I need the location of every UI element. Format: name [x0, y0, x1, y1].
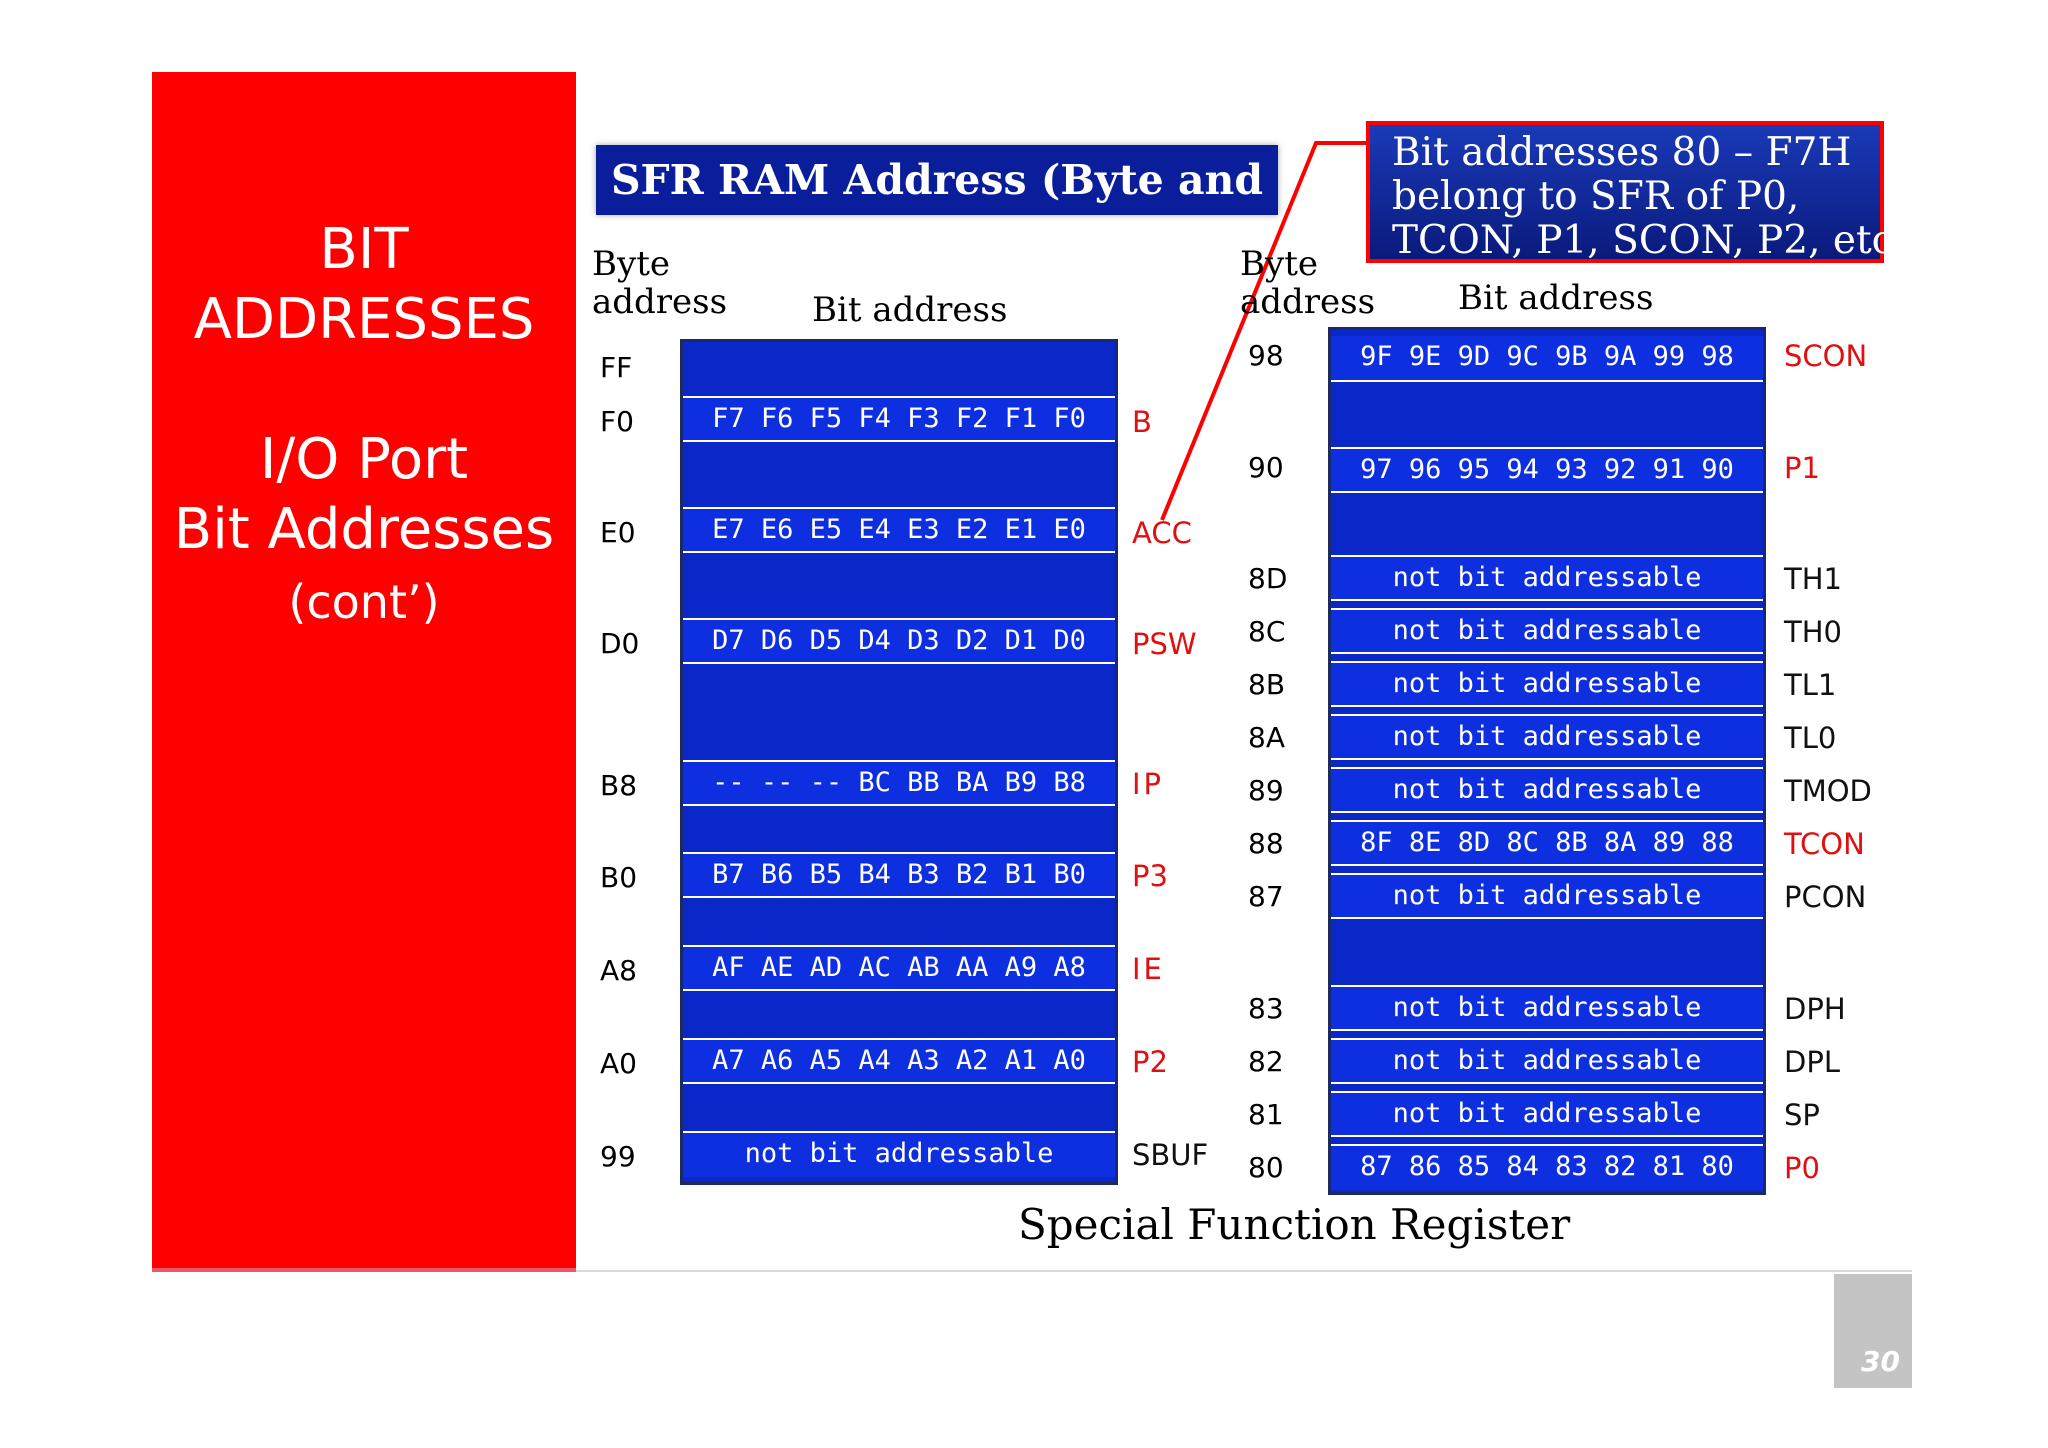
right-row-8a-bits: not bit addressable [1331, 714, 1763, 760]
right-byte-address-header-1: Byte [1240, 244, 1318, 284]
left-row-99-bits: not bit addressable [683, 1131, 1115, 1177]
left-row-b8-bits: -- -- -- BC BB BA B9 B8 [683, 760, 1115, 806]
sidebar-title-line-2: ADDRESSES [193, 287, 535, 352]
left-row-b0-bits: B7 B6 B5 B4 B3 B2 B1 B0 [683, 852, 1115, 898]
right-row-98-bits: 9F 9E 9D 9C 9B 9A 99 98 [1331, 336, 1763, 382]
right-label-tcon: TCON [1784, 827, 1865, 861]
right-addr-90: 90 [1248, 451, 1284, 484]
right-label-dph: DPH [1784, 992, 1846, 1026]
right-row-8b-bits: not bit addressable [1331, 661, 1763, 707]
left-byte-address-header-2: address [592, 282, 728, 322]
left-label-ip: IP [1132, 767, 1165, 801]
right-label-tl1: TL1 [1784, 668, 1837, 702]
left-addr-99: 99 [600, 1140, 636, 1173]
callout-pointer-line [1160, 141, 1366, 521]
right-addr-82: 82 [1248, 1045, 1284, 1078]
sidebar-subtitle-line-1: I/O Port [259, 427, 469, 492]
right-label-p1: P1 [1784, 451, 1820, 485]
callout-line-3: TCON, P1, SCON, P2, etc [1392, 218, 1894, 263]
right-addr-8c: 8C [1248, 615, 1286, 648]
sidebar-underline [152, 1268, 576, 1272]
title-sidebar: BIT ADDRESSES I/O Port Bit Addresses (co… [152, 72, 576, 1270]
left-label-p3: P3 [1132, 859, 1168, 893]
right-addr-8d: 8D [1248, 562, 1288, 595]
right-label-scon: SCON [1784, 339, 1868, 373]
left-label-acc: ACC [1132, 516, 1192, 550]
left-label-p2: P2 [1132, 1045, 1168, 1079]
right-label-tmod: TMOD [1784, 774, 1872, 808]
left-addr-e0: E0 [600, 516, 636, 549]
right-row-82-bits: not bit addressable [1331, 1038, 1763, 1084]
right-addr-88: 88 [1248, 827, 1284, 860]
left-byte-address-header-1: Byte [592, 244, 670, 284]
right-label-p0: P0 [1784, 1151, 1820, 1185]
right-addr-89: 89 [1248, 774, 1284, 807]
right-row-81-bits: not bit addressable [1331, 1091, 1763, 1137]
left-bit-address-header: Bit address [812, 290, 1008, 330]
left-row-d0-bits: D7 D6 D5 D4 D3 D2 D1 D0 [683, 618, 1115, 664]
right-addr-8b: 8B [1248, 668, 1286, 701]
right-row-88-bits: 8F 8E 8D 8C 8B 8A 89 88 [1331, 820, 1763, 866]
left-addr-b0: B0 [600, 861, 638, 894]
left-addr-d0: D0 [600, 627, 640, 660]
left-addr-ff: FF [600, 351, 633, 384]
right-addr-80: 80 [1248, 1151, 1284, 1184]
right-addr-98: 98 [1248, 339, 1284, 372]
right-byte-address-header-2: address [1240, 282, 1376, 322]
figure-caption: Special Function Register [1018, 1200, 1571, 1249]
right-addr-83: 83 [1248, 992, 1284, 1025]
left-label-sbuf: SBUF [1132, 1138, 1209, 1172]
sidebar-title-line-1: BIT [319, 217, 409, 282]
right-addr-87: 87 [1248, 880, 1284, 913]
right-row-80-bits: 87 86 85 84 83 82 81 80 [1331, 1144, 1763, 1190]
left-label-ie: IE [1132, 952, 1165, 986]
left-addr-a8: A8 [600, 954, 637, 987]
slide-title: SFR RAM Address (Byte and Bit) [596, 145, 1278, 274]
right-label-sp: SP [1784, 1098, 1820, 1132]
right-label-dpl: DPL [1784, 1045, 1840, 1079]
right-row-83-bits: not bit addressable [1331, 985, 1763, 1031]
right-addr-8a: 8A [1248, 721, 1285, 754]
sidebar-subtitle-line-2: Bit Addresses [173, 497, 555, 562]
right-row-8d-bits: not bit addressable [1331, 555, 1763, 601]
right-sfr-panel: 9F 9E 9D 9C 9B 9A 99 98 97 96 95 94 93 9… [1328, 327, 1766, 1195]
left-row-a0-bits: A7 A6 A5 A4 A3 A2 A1 A0 [683, 1038, 1115, 1084]
left-addr-a0: A0 [600, 1047, 637, 1080]
right-label-th1: TH1 [1784, 562, 1842, 596]
left-row-a8-bits: AF AE AD AC AB AA A9 A8 [683, 945, 1115, 991]
left-label-b: B [1132, 405, 1152, 439]
sidebar-subtitle-line-3: (cont’) [288, 575, 440, 629]
left-addr-b8: B8 [600, 769, 638, 802]
left-sfr-panel: F7 F6 F5 F4 F3 F2 F1 F0 E7 E6 E5 E4 E3 E… [680, 339, 1118, 1185]
page-number-box: 30 [1834, 1274, 1912, 1388]
right-bit-address-header: Bit address [1458, 278, 1654, 318]
right-row-89-bits: not bit addressable [1331, 767, 1763, 813]
right-label-pcon: PCON [1784, 880, 1867, 914]
right-addr-81: 81 [1248, 1098, 1284, 1131]
callout-box: Bit addresses 80 – F7H belong to SFR of … [1366, 121, 1894, 263]
callout-line-1: Bit addresses 80 – F7H [1392, 130, 1852, 175]
callout-line-2: belong to SFR of P0, [1392, 174, 1800, 219]
left-addr-f0: F0 [600, 405, 634, 438]
left-label-psw: PSW [1132, 627, 1197, 661]
right-label-tl0: TL0 [1784, 721, 1837, 755]
right-row-90-bits: 97 96 95 94 93 92 91 90 [1331, 447, 1763, 493]
page-number: 30 [1861, 1345, 1900, 1378]
right-row-8c-bits: not bit addressable [1331, 608, 1763, 654]
footer-divider [576, 1270, 1912, 1272]
right-row-87-bits: not bit addressable [1331, 873, 1763, 919]
left-row-f0-bits: F7 F6 F5 F4 F3 F2 F1 F0 [683, 396, 1115, 442]
left-row-e0-bits: E7 E6 E5 E4 E3 E2 E1 E0 [683, 507, 1115, 553]
right-label-th0: TH0 [1784, 615, 1842, 649]
